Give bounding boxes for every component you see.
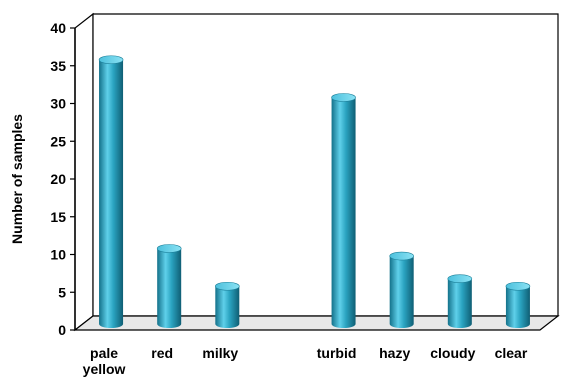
x-tick-label: red [151, 345, 173, 361]
y-tick-label: 35 [50, 58, 66, 74]
bar-top [98, 55, 124, 65]
x-tick-label: milky [202, 345, 238, 361]
bar-body [505, 286, 530, 328]
bar-top [505, 281, 531, 291]
bar [447, 274, 473, 328]
bar-body [157, 248, 182, 328]
bar [331, 93, 356, 328]
y-tick-label: 15 [50, 209, 66, 225]
bar-top [447, 274, 473, 284]
y-tick-label: 20 [50, 171, 66, 187]
bar-body [215, 286, 240, 328]
y-axis: 0 5 10 15 20 25 30 35 40 [50, 20, 76, 338]
y-tick-label: 30 [50, 96, 66, 112]
bar [215, 281, 240, 328]
bar-body [99, 59, 124, 328]
y-tick-label: 0 [58, 322, 66, 338]
x-tick-label: pale yellow [83, 345, 126, 377]
y-tick-label: 5 [58, 284, 66, 300]
x-tick-label: hazy [379, 345, 410, 361]
x-tick-label: cloudy [430, 345, 475, 361]
bar [505, 281, 531, 328]
floor [73, 315, 560, 331]
bar [98, 55, 124, 328]
bar [389, 251, 414, 328]
y-axis-label: Number of samples [9, 114, 25, 244]
bar-top [156, 244, 182, 253]
side-wall [74, 12, 94, 332]
bar-body [447, 278, 472, 328]
x-axis: pale yellow red milky turbid hazy cloudy clear [83, 345, 528, 377]
y-tick-label: 10 [50, 247, 66, 263]
x-tick-label: clear [495, 345, 528, 361]
bar-top [215, 281, 240, 291]
bar [156, 244, 182, 328]
y-tick-label: 40 [50, 20, 66, 36]
bar-top [331, 93, 356, 102]
plot-walls [73, 12, 560, 332]
x-tick-label: turbid [317, 345, 357, 361]
bar-body [331, 97, 356, 328]
bars [98, 55, 531, 328]
y-tick-label: 25 [50, 133, 66, 149]
bar-top [389, 251, 414, 261]
bar-body [389, 256, 414, 328]
